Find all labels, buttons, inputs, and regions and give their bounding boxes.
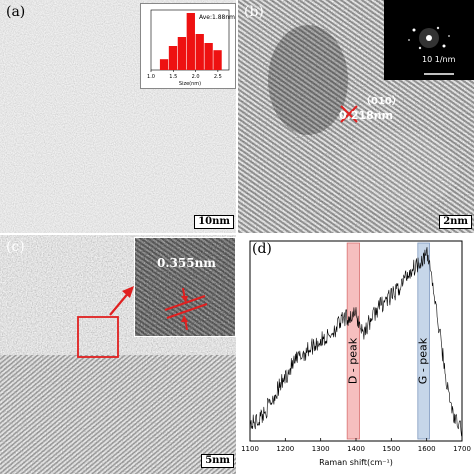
fft-inset: 10 1/nm <box>384 0 474 80</box>
fft-scale-label: 10 1/nm <box>422 55 456 64</box>
x-tick-label: 1400 <box>347 445 365 453</box>
histogram-bar <box>177 37 187 70</box>
histogram-bar <box>186 13 195 70</box>
raman-series-line <box>249 247 463 437</box>
peak-band <box>417 242 430 440</box>
raman-spectrum: D - peak G - peak 1100 1200 1300 1400 1500 1600… <box>241 240 471 467</box>
size-histogram: 1.0 1.5 2.0 2.5 Size(nm) Ave:1.88nm <box>147 9 235 87</box>
peak-band-label: G - peak <box>417 337 430 384</box>
histogram-annotation: Ave:1.88nm <box>199 14 235 21</box>
x-tick-label: 1500 <box>382 445 400 453</box>
histogram-bar <box>195 34 204 70</box>
x-tick-label: 1200 <box>276 445 294 453</box>
panel-c-label: (c) <box>6 239 25 255</box>
panel-d-label: (d) <box>252 241 272 257</box>
histogram-tick-label: 1.5 <box>169 74 177 80</box>
peak-band-label: D - peak <box>346 337 359 384</box>
hrtem-micrograph-c <box>0 235 236 474</box>
histogram-tick-label: 2.5 <box>214 74 222 80</box>
scale-bar-b: 2nm <box>439 215 472 229</box>
x-axis-label: Raman shift(cm⁻¹) <box>319 458 393 467</box>
lattice-spacing-b: 0.218nm <box>339 109 393 122</box>
panel-c-hrtem-image: (c) 0.355nm 5nm <box>0 235 236 474</box>
x-tick-label: 1300 <box>312 445 330 453</box>
lattice-spacing-c: 0.355nm <box>157 256 216 270</box>
size-histogram-inset: 1.0 1.5 2.0 2.5 Size(nm) Ave:1.88nm <box>140 3 236 89</box>
panel-a-tem-image: (a) 1.0 1.5 2.0 2.5 Size(nm) Ave:1.88nm 10nm <box>0 0 236 233</box>
panel-d-raman-chart: D - peak G - peak 1100 1200 1300 1400 1500 1600… <box>238 235 474 474</box>
histogram-tick-label: 2.0 <box>192 74 200 80</box>
histogram-bar <box>204 43 213 70</box>
panel-b-hrtem-image: （010） 0.218nm (b) 10 1/nm 2nm <box>238 0 474 233</box>
histogram-tick-label: 1.0 <box>147 74 155 80</box>
scale-bar-c: 5nm <box>201 454 234 468</box>
histogram-xlabel: Size(nm) <box>179 81 201 87</box>
histogram-bar <box>159 59 169 70</box>
x-tick-label: 1700 <box>453 445 471 453</box>
x-tick-label: 1600 <box>418 445 436 453</box>
peak-band <box>346 242 360 440</box>
scale-bar-a: 10nm <box>194 215 234 229</box>
histogram-bar <box>213 50 222 70</box>
x-tick-label: 1100 <box>241 445 259 453</box>
plane-index-label: （010） <box>361 94 402 107</box>
panel-a-label: (a) <box>6 4 26 20</box>
panel-b-label: (b) <box>244 4 264 20</box>
histogram-bar <box>168 46 178 70</box>
zoom-inset: 0.355nm <box>134 237 236 337</box>
selection-box <box>77 316 119 358</box>
